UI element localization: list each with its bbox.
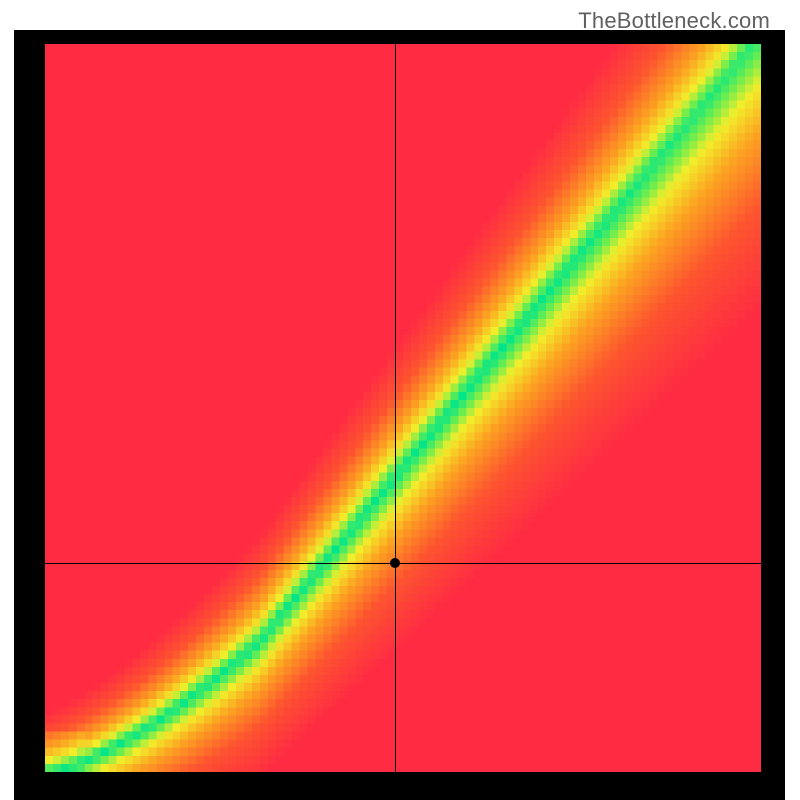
heatmap-plot-area	[45, 44, 761, 772]
selected-point-marker	[390, 558, 400, 568]
crosshair-horizontal	[45, 563, 761, 564]
crosshair-vertical	[395, 44, 396, 772]
watermark-text: TheBottleneck.com	[578, 8, 770, 34]
chart-frame: { "watermark": { "text": "TheBottleneck.…	[0, 0, 800, 800]
heatmap-canvas	[45, 44, 761, 772]
